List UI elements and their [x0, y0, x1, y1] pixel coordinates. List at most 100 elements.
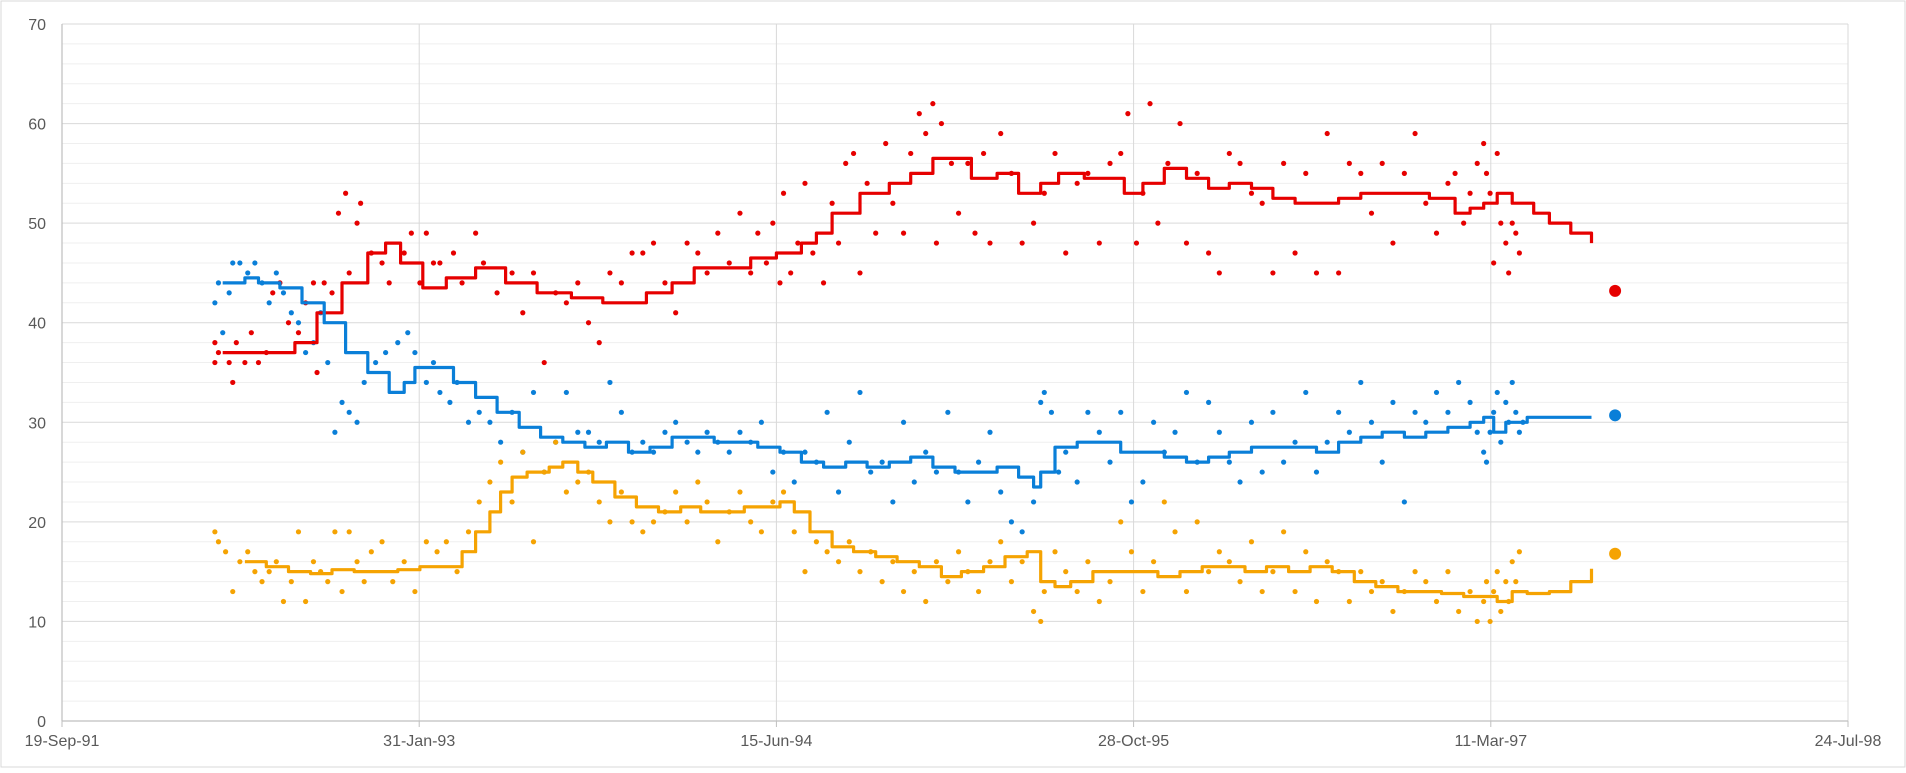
blue-poll-point	[237, 260, 243, 266]
blue-poll-point	[1206, 399, 1212, 405]
blue-result-marker	[1609, 409, 1622, 422]
red-result-marker	[1609, 284, 1622, 297]
blue-poll-point	[900, 419, 907, 425]
blue-poll-point	[1118, 409, 1124, 415]
orange-poll-point	[998, 539, 1004, 545]
red-poll-point	[1226, 150, 1232, 157]
orange-poll-point	[368, 549, 374, 555]
red-poll-point	[1423, 200, 1429, 206]
orange-poll-point	[1194, 519, 1200, 525]
x-tick-label: 15-Jun-94	[740, 733, 812, 750]
orange-poll-point	[1085, 559, 1091, 565]
red-poll-point	[795, 240, 801, 246]
blue-poll-point	[923, 449, 929, 455]
blue-poll-point	[465, 419, 472, 425]
blue-poll-point	[1336, 409, 1342, 415]
red-poll-point	[890, 200, 896, 206]
red-poll-point	[585, 320, 592, 326]
blue-poll-point	[1107, 459, 1113, 465]
red-poll-point	[1513, 230, 1519, 236]
blue-poll-point	[987, 429, 993, 435]
red-poll-point	[618, 280, 624, 286]
red-poll-point	[695, 250, 701, 256]
blue-poll-point	[1128, 499, 1135, 505]
red-poll-point	[1237, 160, 1243, 166]
blue-poll-point	[704, 429, 710, 435]
blue-poll-point	[1412, 409, 1418, 415]
blue-poll-point	[650, 449, 657, 455]
blue-poll-point	[215, 280, 222, 286]
orange-poll-point	[1183, 588, 1190, 595]
orange-poll-point	[1483, 579, 1490, 585]
red-poll-point	[1368, 210, 1375, 216]
orange-poll-point	[704, 499, 710, 505]
blue-poll-point	[640, 439, 646, 445]
orange-poll-point	[695, 479, 701, 485]
orange-poll-point	[1128, 549, 1135, 555]
blue-poll-point	[1008, 519, 1015, 525]
blue-poll-point	[1368, 419, 1375, 425]
red-poll-point	[810, 250, 816, 256]
red-poll-point	[916, 111, 922, 117]
orange-trend-line	[244, 460, 1594, 604]
blue-poll-point	[487, 419, 493, 425]
y-tick-label: 0	[37, 714, 46, 731]
orange-poll-point	[1412, 569, 1418, 575]
blue-poll-point	[1423, 419, 1429, 425]
red-poll-point	[1063, 250, 1069, 256]
orange-poll-point	[1498, 608, 1504, 615]
orange-poll-point	[890, 559, 896, 565]
blue-poll-point	[226, 290, 232, 296]
red-poll-point	[640, 250, 646, 256]
red-poll-point	[1281, 160, 1287, 166]
red-poll-point	[1030, 220, 1037, 226]
orange-result-marker	[1609, 547, 1622, 560]
orange-poll-point	[900, 588, 907, 595]
axes	[61, 24, 1849, 727]
red-poll-point	[1401, 170, 1407, 176]
orange-poll-point	[1151, 559, 1157, 565]
blue-poll-point	[412, 349, 418, 356]
blue-poll-point	[998, 489, 1004, 495]
red-poll-point	[321, 280, 327, 286]
orange-poll-point	[1481, 598, 1487, 605]
orange-poll-point	[1445, 569, 1451, 575]
orange-poll-point	[303, 598, 309, 605]
blue-poll-point	[695, 449, 701, 455]
blue-poll-point	[212, 300, 218, 306]
blue-poll-point	[1019, 529, 1025, 535]
blue-poll-point	[339, 399, 345, 405]
red-poll-point	[343, 190, 349, 196]
red-poll-point	[1433, 230, 1440, 236]
red-poll-point	[930, 101, 936, 107]
blue-poll-point	[1494, 389, 1500, 396]
red-poll-point	[820, 280, 827, 286]
blue-poll-point	[1474, 429, 1480, 435]
orange-poll-point	[737, 489, 743, 495]
orange-poll-point	[684, 519, 690, 525]
red-poll-point	[233, 340, 239, 346]
red-poll-point	[938, 120, 945, 127]
orange-poll-point	[1433, 598, 1440, 605]
blue-poll-point	[430, 359, 437, 366]
orange-poll-point	[454, 569, 460, 575]
blue-poll-point	[1516, 429, 1522, 435]
orange-poll-point	[346, 529, 352, 535]
orange-poll-point	[770, 499, 776, 505]
red-poll-point	[1390, 240, 1396, 246]
red-poll-point	[423, 230, 429, 236]
orange-poll-point	[1052, 549, 1058, 555]
orange-poll-point	[280, 598, 287, 605]
orange-poll-point	[640, 529, 646, 535]
orange-poll-point	[553, 439, 559, 445]
red-poll-point	[650, 240, 657, 246]
y-tick-label: 50	[28, 216, 46, 233]
red-poll-point	[850, 150, 857, 157]
red-poll-point	[1336, 270, 1342, 276]
red-poll-point	[1041, 190, 1047, 196]
red-poll-point	[480, 260, 487, 266]
red-poll-point	[1052, 150, 1058, 157]
orange-poll-point	[361, 579, 367, 585]
orange-poll-point	[911, 569, 917, 575]
